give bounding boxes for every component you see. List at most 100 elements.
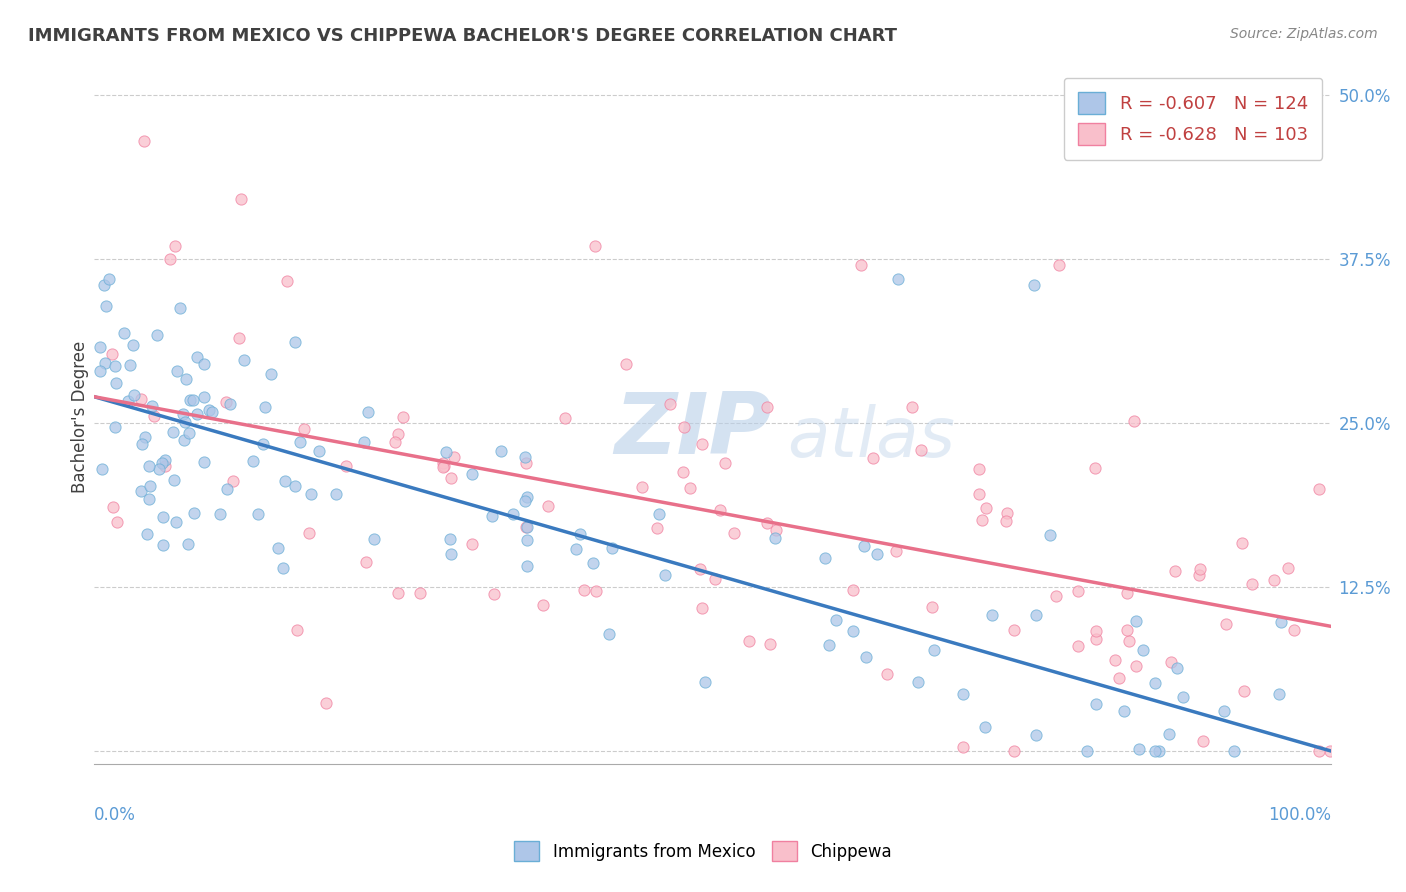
Point [756,516,779,530]
Point [1267,687,1289,701]
Point [198,403,221,417]
Point [186,407,208,421]
Point [104,419,127,434]
Point [460,467,482,481]
Point [1066,640,1088,654]
Point [974,500,997,515]
Point [972,513,994,527]
Point [1115,586,1137,600]
Point [1108,671,1130,685]
Point [335,458,357,473]
Point [738,634,761,648]
Point [193,357,215,371]
Point [363,532,385,546]
Point [1232,535,1254,549]
Point [910,443,932,458]
Point [308,443,330,458]
Point [391,409,413,424]
Point [409,586,432,600]
Text: atlas: atlas [787,404,955,471]
Point [97,271,120,285]
Point [502,507,524,521]
Point [177,537,200,551]
Point [266,541,288,555]
Point [105,515,128,529]
Point [973,719,995,733]
Point [276,274,298,288]
Point [118,358,141,372]
Point [842,624,865,639]
Point [1308,482,1330,496]
Point [219,397,242,411]
Point [907,674,929,689]
Point [980,607,1002,622]
Point [159,252,181,266]
Point [232,353,254,368]
Point [585,584,607,599]
Point [600,541,623,556]
Point [292,422,315,436]
Point [818,638,841,652]
Point [704,572,727,586]
Point [531,598,554,612]
Point [1319,744,1341,758]
Point [155,452,177,467]
Point [138,492,160,507]
Point [516,520,538,534]
Point [1223,744,1246,758]
Point [152,538,174,552]
Point [995,506,1018,520]
Point [217,482,239,496]
Point [91,462,114,476]
Point [1233,684,1256,698]
Point [598,627,620,641]
Point [876,666,898,681]
Point [1067,583,1090,598]
Point [631,479,654,493]
Point [994,514,1017,528]
Point [516,533,538,547]
Point [434,444,457,458]
Point [489,444,512,458]
Point [1147,744,1170,758]
Point [152,510,174,524]
Point [112,326,135,341]
Point [1002,624,1025,638]
Point [131,437,153,451]
Point [271,561,294,575]
Point [298,525,321,540]
Point [814,551,837,566]
Point [1270,615,1292,630]
Point [659,397,682,411]
Point [162,425,184,439]
Y-axis label: Bachelor's Degree: Bachelor's Degree [72,340,89,492]
Point [440,471,463,485]
Point [1045,589,1067,603]
Point [614,357,637,371]
Point [387,586,409,600]
Point [755,400,778,414]
Point [690,436,713,450]
Point [647,521,669,535]
Point [103,500,125,514]
Point [139,479,162,493]
Point [862,451,884,466]
Point [353,434,375,449]
Point [1085,624,1108,638]
Point [1166,661,1188,675]
Point [228,331,250,345]
Point [173,434,195,448]
Point [94,356,117,370]
Point [1215,617,1237,632]
Point [209,508,232,522]
Point [1024,278,1046,293]
Point [516,559,538,574]
Point [1112,705,1135,719]
Point [1047,259,1070,273]
Point [672,465,695,479]
Point [138,458,160,473]
Point [842,582,865,597]
Point [163,474,186,488]
Text: 0.0%: 0.0% [94,806,136,824]
Point [887,271,910,285]
